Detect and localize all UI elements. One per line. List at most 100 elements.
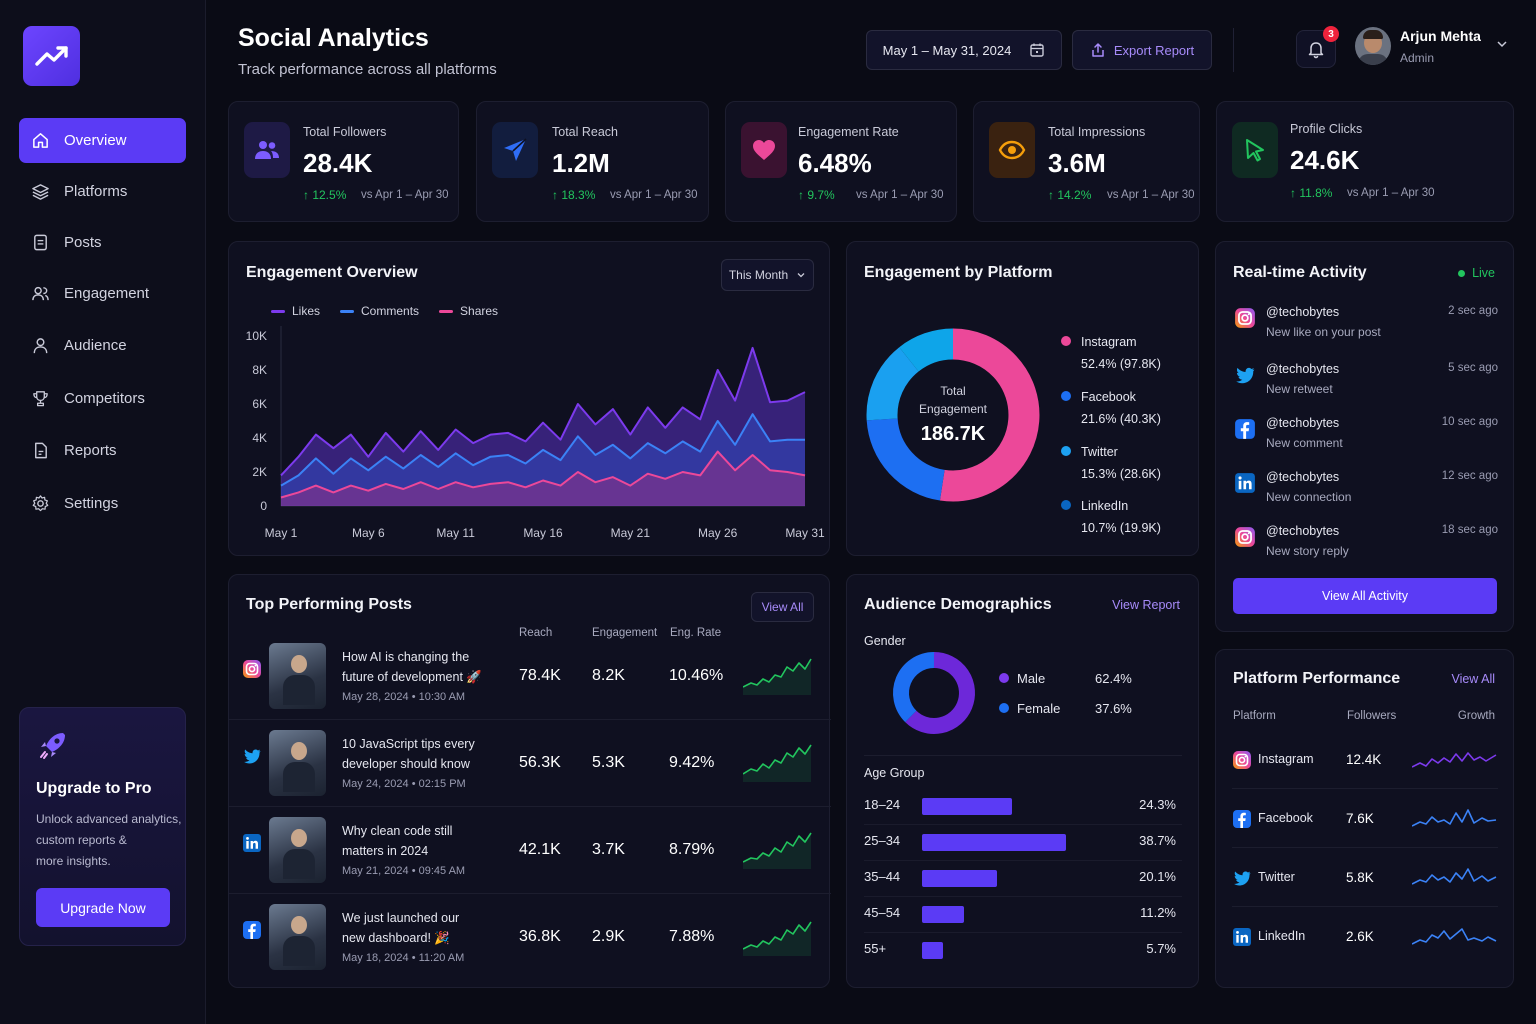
legend-label-shares: Shares xyxy=(460,304,499,318)
stat-card-engagement-rate: Engagement Rate 6.48% ↑ 9.7% vs Apr 1 – … xyxy=(725,101,957,222)
activity-item[interactable]: @techobytes New story reply 18 sec ago xyxy=(1234,524,1498,574)
activity-time: 12 sec ago xyxy=(1441,470,1498,482)
avatar[interactable] xyxy=(1355,27,1391,65)
sidebar-item-overview[interactable]: Overview xyxy=(19,118,186,163)
stat-comparison: vs Apr 1 – Apr 30 xyxy=(1347,187,1435,199)
legend-value: 52.4% (97.8K) xyxy=(1081,357,1161,371)
area-fill-comments xyxy=(281,414,805,506)
platform-performance-title: Platform Performance xyxy=(1233,670,1401,687)
export-report-button[interactable]: Export Report xyxy=(1072,30,1212,70)
activity-item[interactable]: @techobytes New comment 10 sec ago xyxy=(1234,416,1498,466)
activity-user: @techobytes xyxy=(1266,470,1340,484)
sidebar-item-platforms[interactable]: Platforms xyxy=(19,169,186,214)
legend-dot xyxy=(999,703,1009,713)
sparkline-fill xyxy=(743,745,811,782)
y-tick-label: 4K xyxy=(252,431,267,445)
stat-value: 3.6M xyxy=(1048,148,1106,178)
platform-row[interactable]: Twitter 5.8K xyxy=(1232,849,1498,907)
legend-value: 37.6% xyxy=(1095,701,1132,716)
activity-time: 18 sec ago xyxy=(1441,524,1498,536)
stat-value: 24.6K xyxy=(1290,145,1360,175)
sidebar-item-posts[interactable]: Posts xyxy=(19,220,186,265)
post-thumbnail[interactable] xyxy=(269,643,326,709)
activity-time: 5 sec ago xyxy=(1448,362,1498,374)
sidebar-item-label: Settings xyxy=(64,495,119,512)
stat-delta: ↑ 9.7% xyxy=(798,188,835,202)
gender-donut-chart xyxy=(893,652,975,734)
platform-row[interactable]: LinkedIn 2.6K xyxy=(1232,908,1498,966)
legend-swatch-shares xyxy=(439,309,454,313)
platform-performance-card: Platform Performance View All Platform F… xyxy=(1215,649,1514,988)
document-icon xyxy=(34,234,47,251)
post-thumbnail[interactable] xyxy=(269,904,326,970)
post-thumbnail[interactable] xyxy=(269,817,326,883)
platform-icon-wrap xyxy=(1232,750,1252,770)
header-divider xyxy=(1233,28,1234,72)
platform-row[interactable]: Facebook 7.6K xyxy=(1232,790,1498,848)
y-tick-label: 6K xyxy=(252,397,267,411)
gear-icon xyxy=(32,495,49,512)
sidebar-item-label: Engagement xyxy=(64,285,150,302)
post-engagement: 2.9K xyxy=(592,928,625,945)
export-report-label: Export Report xyxy=(1113,42,1195,58)
table-row[interactable]: Why clean code still matters in 2024 May 2… xyxy=(229,807,831,894)
table-row[interactable]: We just launched our new dashboard! 🎉 May … xyxy=(229,894,831,981)
activity-platform-icon xyxy=(1234,307,1256,329)
sparkline-line xyxy=(743,921,812,950)
sidebar-item-reports[interactable]: Reports xyxy=(19,428,186,473)
post-trend-sparkline xyxy=(743,658,812,695)
post-engagement: 8.2K xyxy=(592,667,625,684)
series-line-shares xyxy=(280,450,806,499)
view-all-activity-button[interactable]: View All Activity xyxy=(1233,578,1497,614)
post-platform-icon xyxy=(242,920,262,940)
activity-platform-icon xyxy=(1234,472,1256,494)
rocket-icon xyxy=(40,733,65,759)
post-trend-sparkline xyxy=(743,832,812,869)
realtime-activity-title: Real-time Activity xyxy=(1233,264,1367,281)
stat-delta: ↑ 18.3% xyxy=(552,188,596,202)
activity-item[interactable]: @techobytes New retweet 5 sec ago xyxy=(1234,362,1498,412)
activity-item[interactable]: @techobytes New connection 12 sec ago xyxy=(1234,470,1498,520)
post-date: May 18, 2024 • 11:20 AM xyxy=(342,952,465,964)
main-content: Social Analytics Track performance acros… xyxy=(206,0,1536,1024)
sidebar-item-settings[interactable]: Settings xyxy=(19,481,186,526)
user-role: Admin xyxy=(1400,51,1435,65)
notifications-button[interactable]: 3 xyxy=(1296,26,1339,68)
period-select[interactable]: This Month xyxy=(721,259,814,291)
stat-value: 1.2M xyxy=(552,148,610,178)
live-label: Live xyxy=(1472,266,1495,280)
sidebar-item-competitors[interactable]: Competitors xyxy=(19,376,186,421)
activity-time: 2 sec ago xyxy=(1448,305,1498,317)
sidebar-item-engagement[interactable]: Engagement xyxy=(19,271,186,316)
legend-value: 15.3% (28.6K) xyxy=(1081,467,1161,481)
activity-message: New story reply xyxy=(1266,544,1349,558)
stat-label: Total Impressions xyxy=(1048,125,1146,139)
gender-legend-item: Female 37.6% xyxy=(999,701,1139,716)
sidebar-item-audience[interactable]: Audience xyxy=(19,323,186,368)
date-range-picker[interactable]: May 1 – May 31, 2024 xyxy=(866,30,1062,70)
y-tick-label: 8K xyxy=(252,363,267,377)
platform-performance-view-all[interactable]: View All xyxy=(1451,672,1495,686)
app-logo[interactable] xyxy=(23,26,80,86)
sidebar: Overview Platforms Posts Engagement Audi… xyxy=(0,0,206,1024)
table-row[interactable]: How AI is changing the future of developm… xyxy=(229,633,831,720)
upgrade-now-button[interactable]: Upgrade Now xyxy=(36,888,170,927)
activity-item[interactable]: @techobytes New like on your post 2 sec ag… xyxy=(1234,305,1498,355)
engagement-by-platform-card: Engagement by Platform Total Engagement … xyxy=(846,241,1199,556)
facebook-icon xyxy=(1233,810,1251,828)
view-report-link[interactable]: View Report xyxy=(1112,598,1180,612)
platform-name: Twitter xyxy=(1258,870,1295,884)
chevron-down-icon[interactable] xyxy=(1496,38,1508,50)
platform-row[interactable]: Instagram 12.4K xyxy=(1232,731,1498,789)
top-posts-view-all-button[interactable]: View All xyxy=(751,592,814,622)
legend-dot xyxy=(1061,446,1071,456)
table-row[interactable]: 10 JavaScript tips every developer should… xyxy=(229,720,831,807)
platform-growth-sparkline xyxy=(1412,809,1497,827)
post-thumbnail[interactable] xyxy=(269,730,326,796)
age-percent: 5.7% xyxy=(1146,941,1176,956)
engagement-by-platform-title: Engagement by Platform xyxy=(864,264,1053,281)
post-title-line1: How AI is changing the xyxy=(342,650,470,664)
x-tick-label: May 26 xyxy=(698,526,738,540)
x-tick-label: May 16 xyxy=(523,526,563,540)
stat-comparison: vs Apr 1 – Apr 30 xyxy=(856,189,944,201)
